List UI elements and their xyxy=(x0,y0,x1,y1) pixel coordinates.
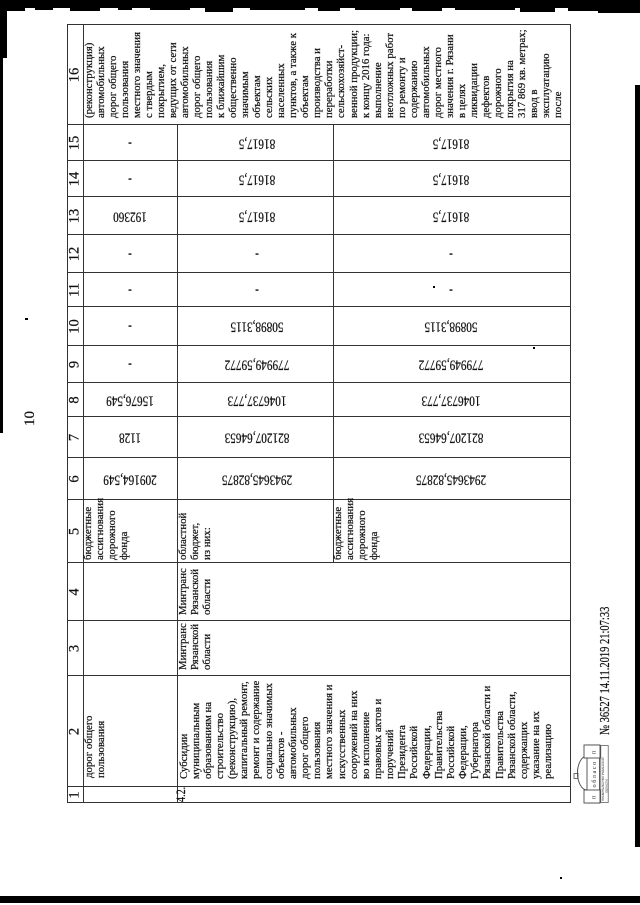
svg-text:п: п xyxy=(591,795,598,799)
svg-text:ПРАВИТЕЛЬСТВО РЯЗАНСКОЙ: ПРАВИТЕЛЬСТВО РЯЗАНСКОЙ xyxy=(601,757,605,801)
svg-text:ОБЛАСТИ: ОБЛАСТИ xyxy=(604,779,608,793)
svg-text:п: п xyxy=(591,750,598,754)
svg-text:обласо: обласо xyxy=(591,760,598,787)
